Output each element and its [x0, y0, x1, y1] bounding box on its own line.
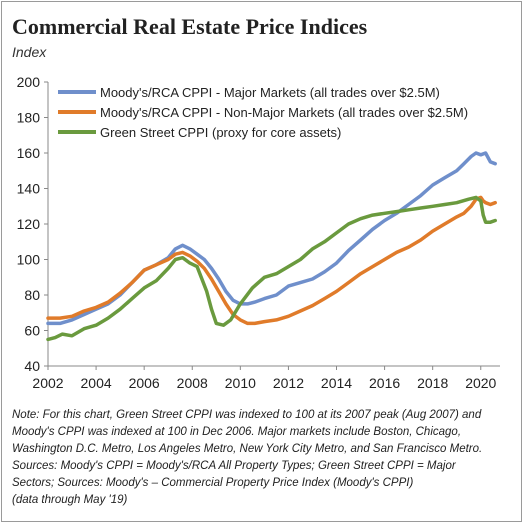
y-tick-label: 180	[17, 110, 41, 126]
legend-label: Green Street CPPI (proxy for core assets…	[100, 125, 341, 140]
footnote-line: Moody's CPPI was indexed at 100 in Dec 2…	[12, 426, 462, 438]
series-line-green-street	[46, 195, 497, 342]
legend-label: Moody's/RCA CPPI - Major Markets (all tr…	[100, 85, 440, 100]
y-tick-label: 160	[17, 145, 41, 161]
y-tick-label: 120	[17, 216, 41, 232]
y-tick-label: 80	[24, 287, 40, 303]
y-tick-label: 200	[17, 74, 41, 90]
footnote-line: Note: For this chart, Green Street CPPI …	[12, 409, 482, 421]
footnote-line: Sources: Moody's CPPI = Moody's/RCA All …	[12, 460, 456, 472]
chart-title: Commercial Real Estate Price Indices	[12, 14, 368, 39]
x-tick-label: 2012	[273, 375, 304, 391]
x-tick-label: 2010	[225, 375, 256, 391]
axes: 40 60 80 100 120 140 160 180 200 2002 2004 2006 2008…	[17, 74, 500, 391]
legend-label: Moody's/RCA CPPI - Non-Major Markets (al…	[100, 105, 468, 120]
legend: Moody's/RCA CPPI - Major Markets (all tr…	[58, 85, 468, 140]
y-tick-label: 40	[24, 358, 40, 374]
chart-footnote: Note: For this chart, Green Street CPPI …	[12, 407, 517, 509]
series-line-non-major-markets	[46, 195, 497, 326]
y-tick-label: 140	[17, 181, 41, 197]
x-tick-label: 2008	[177, 375, 208, 391]
series-lines	[46, 151, 497, 342]
x-tick-label: 2020	[465, 375, 496, 391]
y-tick-label: 60	[24, 323, 40, 339]
y-axis-unit-label: Index	[12, 44, 47, 60]
y-tick-label: 100	[17, 252, 41, 268]
x-tick-label: 2014	[321, 375, 352, 391]
x-tick-label: 2002	[32, 375, 63, 391]
x-tick-label: 2006	[129, 375, 160, 391]
footnote-line: (data through May '19)	[12, 494, 128, 506]
x-tick-label: 2018	[417, 375, 448, 391]
footnote-line: Washington D.C. Metro, Los Angeles Metro…	[12, 443, 483, 455]
x-tick-label: 2016	[369, 375, 400, 391]
footnote-line: Sectors; Sources: Moody's – Commercial P…	[12, 477, 414, 489]
x-tick-label: 2004	[81, 375, 112, 391]
